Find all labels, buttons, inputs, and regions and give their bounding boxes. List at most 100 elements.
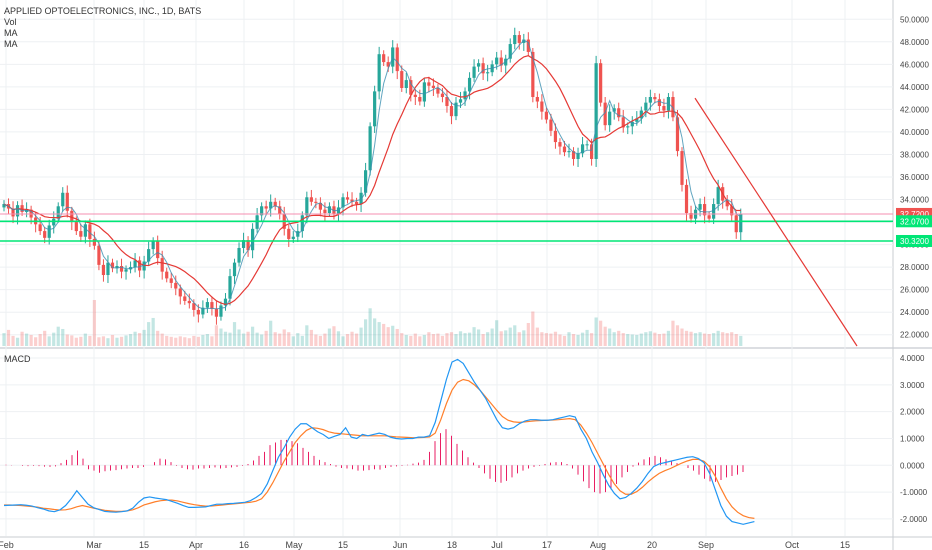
candle-body [404,80,408,88]
price-badge-label: 32.0700 [900,217,929,226]
volume-bar [205,334,209,346]
volume-bar [571,334,576,346]
volume-bar [147,322,151,346]
candle-body [477,63,481,67]
candle-body [323,209,327,214]
candle-body [88,224,92,239]
candle-body [70,210,74,223]
price-badge [896,215,932,228]
volume-bar [97,337,101,346]
volume-bar [594,317,598,346]
volume-bar [124,335,128,346]
candle-body [436,87,440,94]
macd-label[interactable]: MACD [4,354,31,364]
volume-bar [540,332,544,346]
volume-bar [25,333,29,346]
candle-body [219,305,223,317]
volume-bar [6,329,11,346]
candle-body [38,224,42,232]
candle-body [43,231,47,238]
legend-ma-1[interactable]: MA [4,28,18,38]
candle-body [684,184,689,214]
candle-body [571,151,576,159]
volume-bar [128,334,133,346]
volume-bar [712,333,716,346]
volume-bar [734,334,738,346]
price-tick-label: 38.0000 [900,150,929,159]
volume-bar [463,333,467,346]
candle-body [653,97,657,100]
candle-body [65,192,69,211]
volume-bar [504,330,508,346]
volume-bar [174,337,178,346]
volume-bar [544,333,548,346]
candle-body [657,99,661,107]
volume-bar [481,334,485,346]
volume-bar [119,336,124,346]
candle-body [648,97,652,103]
candle-body [422,82,426,102]
time-tick-label: Feb [0,540,14,550]
candle-body [644,102,648,111]
time-tick-label: 15 [338,540,348,550]
time-tick-label: Aug [590,540,606,550]
volume-bar [440,335,445,346]
volume-bar [404,334,408,346]
candle-body [603,102,607,126]
trend-line[interactable] [694,97,858,347]
volume-bar [160,333,164,346]
time-tick-label: 20 [647,540,657,550]
legend-ma-2[interactable]: MA [4,39,18,49]
volume-bar [34,337,38,346]
candle-body [305,197,309,216]
volume-bar [359,327,363,346]
volume-bar [101,336,106,346]
candle-body [278,206,282,215]
candle-body [413,94,417,98]
volume-bar [499,331,503,346]
volume-bar [413,333,417,346]
candle-body [2,204,6,208]
candle-body [350,199,354,202]
candle-body [101,264,106,276]
candle-body [725,200,729,207]
candle-body [703,204,707,216]
candle-body [241,240,246,248]
volume-bar [567,332,571,346]
candle-body [585,144,589,146]
volume-bar [368,308,372,346]
candle-body [314,201,318,203]
candle-body [553,130,558,143]
volume-bar [621,333,625,346]
candle-body [373,91,377,127]
volume-bar [156,330,160,346]
volume-bar [282,329,286,346]
volume-bar [467,332,472,346]
volume-bar [264,330,268,346]
volume-bar [409,335,413,346]
volume-bar [196,336,200,346]
volume-bar [693,333,698,346]
candle-body [716,187,720,205]
volume-bar [436,333,440,346]
volume-bar [323,333,327,346]
volume-bar [2,333,6,346]
volume-bar [273,332,277,346]
candle-body [531,51,535,98]
volume-bar [400,333,404,346]
legend-vol[interactable]: Vol [4,17,17,27]
candle-body [79,231,83,237]
volume-bar [630,334,634,346]
candle-body [549,119,553,131]
time-tick-label: 17 [542,540,552,550]
volume-bar [431,334,435,346]
volume-bar [327,328,332,346]
volume-bar [562,335,567,346]
candle-body [151,241,155,250]
candle-body [187,300,191,304]
volume-bar [169,336,173,346]
candle-body [210,302,214,309]
time-tick-label: 15 [139,540,149,550]
candle-body [223,298,228,306]
